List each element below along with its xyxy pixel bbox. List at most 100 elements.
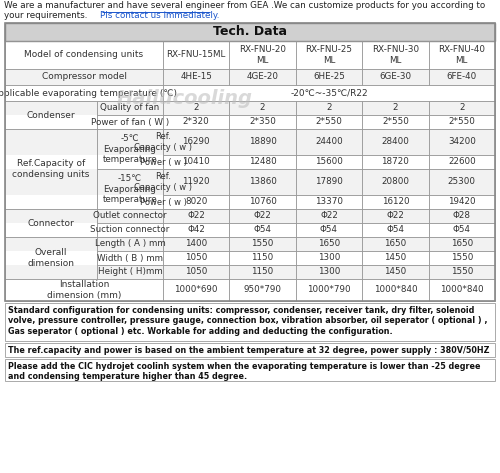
Text: Model of condensing units: Model of condensing units [24,51,144,60]
Bar [230,195,296,209]
Text: Φ54: Φ54 [254,226,272,235]
Text: Width ( B ) mm: Width ( B ) mm [97,254,163,263]
Bar [362,279,428,301]
Text: Power of fan ( W ): Power of fan ( W ) [91,117,169,126]
Bar [5,359,495,381]
Text: 2*320: 2*320 [183,117,210,126]
Bar [428,155,495,169]
Bar [5,69,163,85]
Text: 2*550: 2*550 [382,117,409,126]
Bar [428,169,495,195]
Text: 6GE-30: 6GE-30 [380,72,412,81]
Text: 1300: 1300 [318,254,340,263]
Text: RX-FNU-25
ML: RX-FNU-25 ML [306,45,352,65]
Bar [428,101,495,115]
Text: Applicable evaporating temperature (℃): Applicable evaporating temperature (℃) [0,88,176,97]
Bar [362,209,428,223]
Text: Overall
dimension: Overall dimension [28,248,74,268]
Bar [97,251,163,265]
Text: Please add the CIC hydrojet coolinh system when the evaporating temperature is l: Please add the CIC hydrojet coolinh syst… [8,362,480,381]
Text: Φ22: Φ22 [188,211,205,220]
Bar [5,85,495,101]
Bar [362,237,428,251]
Text: 16120: 16120 [382,198,409,207]
Text: Φ54: Φ54 [453,226,471,235]
Bar [97,169,163,209]
Text: 28400: 28400 [382,138,409,147]
Text: 1300: 1300 [318,268,340,277]
Text: your requirements.: your requirements. [4,11,87,20]
Bar [163,237,230,251]
Text: 24400: 24400 [315,138,343,147]
Text: Pls contact us immediately.: Pls contact us immediately. [100,11,220,20]
Bar [163,85,495,101]
Text: Compressor model: Compressor model [42,72,126,81]
Bar [296,69,362,85]
Text: 1650: 1650 [450,239,473,248]
Text: Condenser: Condenser [26,111,76,120]
Bar [230,237,296,251]
Text: 2: 2 [260,104,266,113]
Text: Φ28: Φ28 [453,211,471,220]
Bar [163,115,230,129]
Bar [5,155,495,169]
Text: Quality of fan: Quality of fan [100,104,160,113]
Text: 2: 2 [194,104,199,113]
Text: 1150: 1150 [252,254,274,263]
Text: 4HE-15: 4HE-15 [180,72,212,81]
Bar [230,41,296,69]
Bar [362,251,428,265]
Bar [97,101,163,115]
Text: RX-FNU-20
ML: RX-FNU-20 ML [239,45,286,65]
Bar [163,195,230,209]
Text: RX-FNU-30
ML: RX-FNU-30 ML [372,45,419,65]
Bar [362,223,428,237]
Bar [296,169,362,195]
Text: 1150: 1150 [252,268,274,277]
Text: Φ22: Φ22 [254,211,272,220]
Text: Installation
dimension (mm): Installation dimension (mm) [47,280,121,300]
Bar [163,129,230,155]
Bar [230,209,296,223]
Text: RX-FNU-15ML: RX-FNU-15ML [166,51,226,60]
Text: 20800: 20800 [382,177,409,186]
Bar [5,209,495,223]
Bar [5,209,97,237]
Text: 12480: 12480 [248,158,276,166]
Text: 4GE-20: 4GE-20 [246,72,278,81]
Bar [163,169,230,195]
Bar [5,101,495,115]
Bar [163,265,230,279]
Bar [97,129,163,169]
Bar [362,169,428,195]
Text: 11920: 11920 [182,177,210,186]
Bar [97,115,163,129]
Text: 2*550: 2*550 [316,117,342,126]
Bar [428,237,495,251]
Bar [428,279,495,301]
Bar [5,115,495,129]
Bar [296,115,362,129]
Bar [5,169,495,195]
Bar [362,265,428,279]
Text: 1000*690: 1000*690 [174,286,218,295]
Bar [362,101,428,115]
Text: Height ( H)mm: Height ( H)mm [98,268,162,277]
Bar [230,155,296,169]
Text: 1400: 1400 [185,239,208,248]
Text: Ref.
Capacity ( w ): Ref. Capacity ( w ) [134,172,192,192]
Bar [230,115,296,129]
Bar [163,155,230,169]
Text: Tech. Data: Tech. Data [213,26,287,38]
Bar [230,223,296,237]
Bar [5,279,163,301]
Bar [428,115,495,129]
Text: 1000*790: 1000*790 [307,286,351,295]
Bar [5,343,495,357]
Bar [5,41,495,69]
Bar [163,69,230,85]
Bar [230,251,296,265]
Text: Standard configuration for condensing units: compressor, condenser, receiver tan: Standard configuration for condensing un… [8,306,488,336]
Text: Φ42: Φ42 [188,226,205,235]
Bar [5,129,97,209]
